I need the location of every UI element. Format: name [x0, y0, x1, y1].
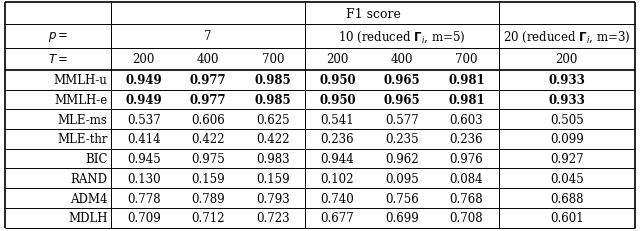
- Text: 0.962: 0.962: [385, 152, 419, 165]
- Text: 0.414: 0.414: [127, 133, 161, 146]
- Text: 0.688: 0.688: [550, 192, 584, 205]
- Text: $T =$: $T =$: [48, 53, 68, 66]
- Text: 0.945: 0.945: [127, 152, 161, 165]
- Text: 0.723: 0.723: [256, 211, 289, 224]
- Text: 200: 200: [326, 53, 349, 66]
- Text: 0.235: 0.235: [385, 133, 419, 146]
- Text: ADM4: ADM4: [70, 192, 108, 205]
- Text: 0.981: 0.981: [448, 74, 484, 87]
- Text: 0.084: 0.084: [450, 172, 483, 185]
- Text: 7: 7: [204, 30, 212, 43]
- Text: 400: 400: [390, 53, 413, 66]
- Text: 0.949: 0.949: [125, 74, 162, 87]
- Text: 0.975: 0.975: [191, 152, 225, 165]
- Text: 0.699: 0.699: [385, 211, 419, 224]
- Text: 10 (reduced $\mathbf{\Gamma}_{i}$, m=5): 10 (reduced $\mathbf{\Gamma}_{i}$, m=5): [338, 29, 466, 44]
- Text: 0.422: 0.422: [256, 133, 289, 146]
- Text: 0.625: 0.625: [256, 113, 289, 126]
- Text: 0.983: 0.983: [256, 152, 289, 165]
- Text: 0.977: 0.977: [190, 74, 227, 87]
- Text: 0.577: 0.577: [385, 113, 419, 126]
- Text: 200: 200: [556, 53, 578, 66]
- Text: 0.159: 0.159: [191, 172, 225, 185]
- Text: 0.603: 0.603: [449, 113, 483, 126]
- Text: MMLH-e: MMLH-e: [54, 94, 108, 107]
- Text: 0.541: 0.541: [321, 113, 354, 126]
- Text: 0.976: 0.976: [449, 152, 483, 165]
- Text: 0.950: 0.950: [319, 74, 356, 87]
- Text: 0.537: 0.537: [127, 113, 161, 126]
- Text: 400: 400: [197, 53, 220, 66]
- Text: MLE-ms: MLE-ms: [58, 113, 108, 126]
- Text: 0.708: 0.708: [450, 211, 483, 224]
- Text: 0.505: 0.505: [550, 113, 584, 126]
- Text: MMLH-u: MMLH-u: [54, 74, 108, 87]
- Text: 0.677: 0.677: [321, 211, 354, 224]
- Text: 0.422: 0.422: [191, 133, 225, 146]
- Text: 0.095: 0.095: [385, 172, 419, 185]
- Text: 0.950: 0.950: [319, 94, 356, 107]
- Text: 0.944: 0.944: [321, 152, 354, 165]
- Text: 0.045: 0.045: [550, 172, 584, 185]
- Text: 0.236: 0.236: [450, 133, 483, 146]
- Text: 0.236: 0.236: [321, 133, 354, 146]
- Text: 0.601: 0.601: [550, 211, 584, 224]
- Text: MLE-thr: MLE-thr: [57, 133, 108, 146]
- Text: MDLH: MDLH: [68, 211, 108, 224]
- Text: 0.778: 0.778: [127, 192, 161, 205]
- Text: 0.130: 0.130: [127, 172, 161, 185]
- Text: 0.927: 0.927: [550, 152, 584, 165]
- Text: 0.102: 0.102: [321, 172, 354, 185]
- Text: 200: 200: [132, 53, 155, 66]
- Text: 0.789: 0.789: [191, 192, 225, 205]
- Text: 0.768: 0.768: [450, 192, 483, 205]
- Text: 0.159: 0.159: [256, 172, 289, 185]
- Text: 0.965: 0.965: [383, 74, 420, 87]
- Text: 0.933: 0.933: [548, 74, 585, 87]
- Text: 0.709: 0.709: [127, 211, 161, 224]
- Text: 0.977: 0.977: [190, 94, 227, 107]
- Text: 0.933: 0.933: [548, 94, 585, 107]
- Text: 0.949: 0.949: [125, 94, 162, 107]
- Text: F1 score: F1 score: [346, 8, 401, 21]
- Text: 0.712: 0.712: [191, 211, 225, 224]
- Text: 0.793: 0.793: [256, 192, 290, 205]
- Text: BIC: BIC: [85, 152, 108, 165]
- Text: RAND: RAND: [70, 172, 108, 185]
- Text: 0.740: 0.740: [321, 192, 354, 205]
- Text: 0.099: 0.099: [550, 133, 584, 146]
- Text: 0.985: 0.985: [255, 74, 291, 87]
- Text: 700: 700: [262, 53, 284, 66]
- Text: 0.965: 0.965: [383, 94, 420, 107]
- Text: 0.606: 0.606: [191, 113, 225, 126]
- Text: 20 (reduced $\mathbf{\Gamma}_{i}$, m=3): 20 (reduced $\mathbf{\Gamma}_{i}$, m=3): [503, 29, 630, 44]
- Text: 0.985: 0.985: [255, 94, 291, 107]
- Text: $p =$: $p =$: [48, 30, 68, 44]
- Text: 0.756: 0.756: [385, 192, 419, 205]
- Text: 700: 700: [455, 53, 477, 66]
- Text: 0.981: 0.981: [448, 94, 484, 107]
